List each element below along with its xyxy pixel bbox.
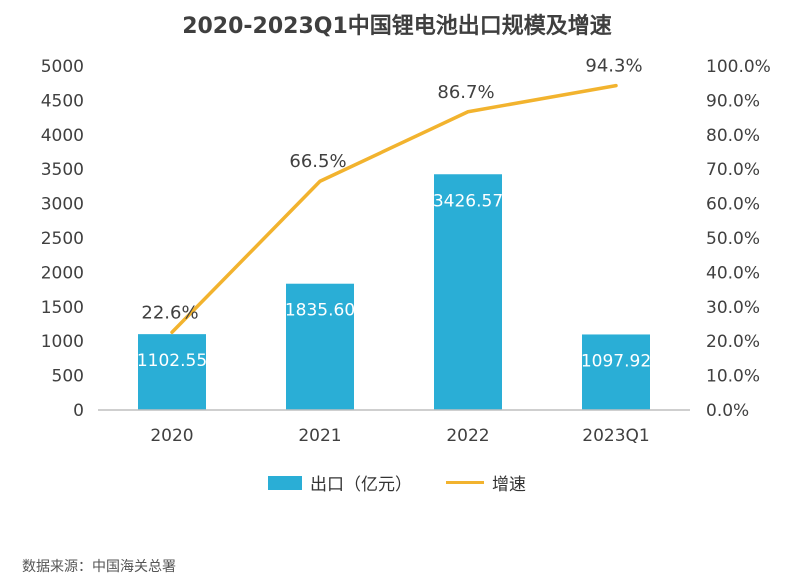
y-right-tick-label: 90.0% <box>706 91 760 111</box>
legend-swatch-bar <box>268 475 302 490</box>
y-left-tick-label: 500 <box>52 367 84 387</box>
bar-data-label: 1102.55 <box>137 351 207 371</box>
y-right-tick-label: 60.0% <box>706 195 760 215</box>
y-left-tick-label: 5000 <box>41 57 84 77</box>
legend: 出口（亿元） 增速 <box>0 470 794 495</box>
y-left-tick-label: 0 <box>73 401 84 421</box>
y-left-tick-label: 2500 <box>41 229 84 249</box>
y-right-tick-label: 100.0% <box>706 57 771 77</box>
bar-data-label: 1097.92 <box>581 351 651 371</box>
y-right-tick-label: 70.0% <box>706 160 760 180</box>
y-left-tick-label: 1000 <box>41 332 84 352</box>
bar <box>434 174 502 410</box>
line-data-label: 86.7% <box>437 82 494 103</box>
y-left-tick-label: 3000 <box>41 195 84 215</box>
line-data-label: 22.6% <box>141 302 198 323</box>
growth-line <box>170 83 618 335</box>
bar-data-label: 3426.57 <box>433 191 503 211</box>
y-left-tick-label: 2000 <box>41 263 84 283</box>
y-right-tick-label: 50.0% <box>706 229 760 249</box>
bar <box>582 334 650 410</box>
legend-item-growth: 增速 <box>446 470 526 495</box>
bar <box>138 334 206 410</box>
source-note: 数据来源：中国海关总署 <box>22 559 176 575</box>
y-right-tick-label: 30.0% <box>706 298 760 318</box>
x-tick-label: 2023Q1 <box>582 426 649 446</box>
bar-data-label: 1835.60 <box>285 301 355 321</box>
y-right-tick-label: 0.0% <box>706 401 749 421</box>
chart-title: 2020-2023Q1中国锂电池出口规模及增速 <box>182 14 612 39</box>
y-left-tick-label: 4000 <box>41 126 84 146</box>
legend-item-export: 出口（亿元） <box>268 470 412 495</box>
x-tick-label: 2022 <box>446 426 489 446</box>
line-data-label: 94.3% <box>585 56 642 77</box>
bar <box>286 283 354 410</box>
y-right-tick-label: 10.0% <box>706 367 760 387</box>
line-data-label: 66.5% <box>289 151 346 172</box>
legend-label-export: 出口（亿元） <box>310 475 412 495</box>
legend-label-growth: 增速 <box>492 475 526 495</box>
y-right-tick-label: 20.0% <box>706 332 760 352</box>
y-left-tick-label: 3500 <box>41 160 84 180</box>
y-left-tick-label: 1500 <box>41 298 84 318</box>
y-left-tick-label: 4500 <box>41 91 84 111</box>
x-tick-label: 2020 <box>150 426 193 446</box>
y-right-tick-label: 80.0% <box>706 126 760 146</box>
legend-swatch-line <box>446 481 484 484</box>
x-tick-label: 2021 <box>298 426 341 446</box>
y-right-tick-label: 40.0% <box>706 263 760 283</box>
